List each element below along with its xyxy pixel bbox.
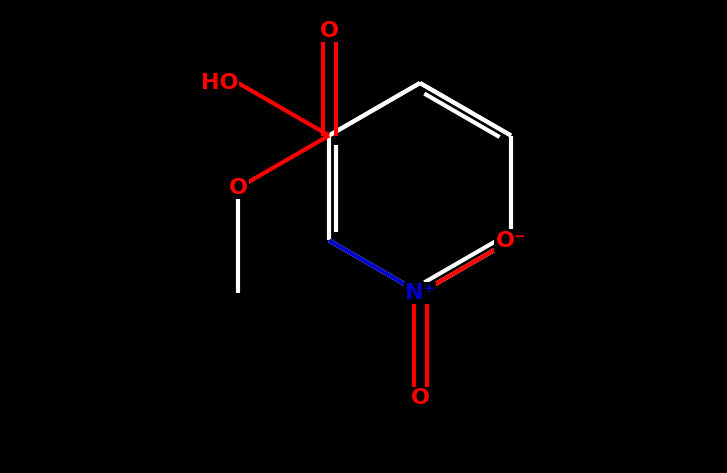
Text: O⁻: O⁻ — [496, 230, 526, 251]
Text: O: O — [228, 178, 248, 198]
Text: O: O — [320, 20, 339, 41]
Text: N⁺: N⁺ — [405, 283, 435, 303]
Text: HO: HO — [201, 73, 238, 93]
Text: O: O — [411, 388, 430, 408]
